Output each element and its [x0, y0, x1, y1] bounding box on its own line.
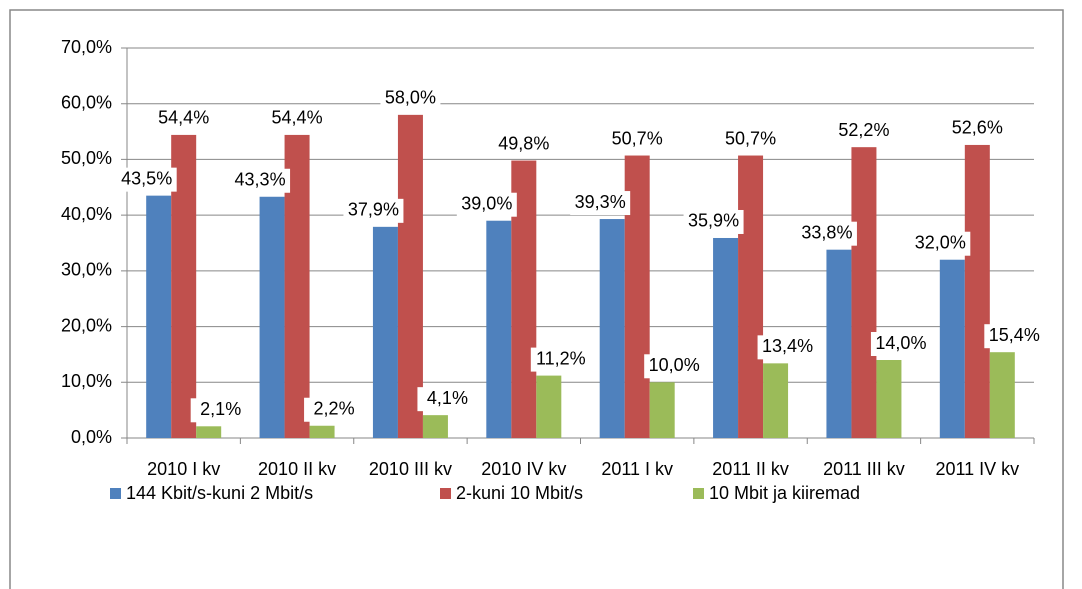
data-label-bg [530, 347, 591, 372]
data-label: 10,0% [649, 355, 700, 375]
y-tick-label: 70,0% [61, 37, 112, 57]
bar [372, 226, 398, 438]
data-label-bg [417, 387, 478, 412]
data-label-bg [267, 106, 328, 131]
data-label-bg [644, 354, 705, 379]
data-label-bg [607, 127, 668, 152]
data-label: 35,9% [688, 211, 739, 231]
bar [738, 155, 764, 438]
legend-label: 2-kuni 10 Mbit/s [456, 483, 583, 503]
y-tick-label: 30,0% [61, 260, 112, 280]
data-label: 39,3% [575, 192, 626, 212]
y-tick-label: 60,0% [61, 92, 112, 112]
data-label-bg [190, 398, 251, 423]
legend-label: 144 Kbit/s-kuni 2 Mbit/s [126, 483, 313, 503]
data-label-bg [304, 397, 365, 422]
data-label-bg [870, 332, 931, 356]
data-label-bg [380, 86, 441, 111]
data-label: 49,8% [498, 133, 549, 153]
data-label: 13,4% [762, 336, 813, 356]
bar [146, 195, 172, 438]
data-label: 50,7% [612, 128, 663, 148]
data-label: 33,8% [801, 222, 852, 242]
x-tick-label: 2010 III kv [369, 459, 452, 479]
data-label-bg [757, 335, 818, 360]
legend-swatch [110, 488, 121, 499]
data-label: 50,7% [725, 128, 776, 148]
legend-swatch [440, 488, 451, 499]
x-tick-label: 2011 II kv [712, 459, 789, 479]
data-label: 11,2% [536, 348, 586, 368]
data-label: 14,0% [875, 333, 926, 353]
y-tick-label: 0,0% [71, 427, 112, 447]
data-label: 52,2% [838, 120, 889, 140]
y-tick-label: 40,0% [61, 204, 112, 224]
x-tick-label: 2010 IV kv [481, 459, 566, 479]
data-label: 54,4% [272, 108, 323, 128]
bar [826, 249, 852, 438]
bar [259, 196, 285, 438]
data-label-bg [493, 132, 554, 157]
data-label-bg [456, 192, 517, 217]
bar [599, 219, 625, 438]
chart-border [9, 9, 1064, 589]
legend-swatch [693, 488, 704, 499]
data-label: 52,6% [952, 118, 1003, 138]
data-label: 43,5% [121, 168, 172, 188]
y-tick-label: 50,0% [61, 148, 112, 168]
data-label: 4,1% [427, 388, 468, 408]
data-label: 39,0% [461, 193, 512, 213]
x-tick-label: 2010 II kv [258, 459, 336, 479]
y-tick-label: 20,0% [61, 315, 112, 335]
data-label-bg [720, 127, 781, 152]
bar [196, 426, 222, 438]
x-tick-label: 2010 I kv [147, 459, 220, 479]
bar [422, 415, 448, 438]
data-label-bg [984, 324, 1045, 349]
data-label-bg [116, 167, 177, 192]
data-label: 2,2% [314, 398, 355, 418]
data-label-bg [683, 209, 744, 234]
bar [309, 425, 335, 438]
bar [964, 144, 990, 438]
data-label: 43,3% [235, 170, 286, 190]
data-label-bg [910, 231, 971, 256]
data-label: 2,1% [200, 399, 241, 419]
data-label-bg [343, 198, 404, 223]
bar [713, 237, 739, 438]
data-label-bg [570, 191, 631, 216]
bar [763, 363, 789, 438]
bar [939, 259, 965, 438]
legend-label: 10 Mbit ja kiiremad [709, 483, 860, 503]
data-label-bg [153, 106, 214, 131]
data-label: 15,4% [989, 325, 1040, 345]
x-tick-label: 2011 I kv [601, 459, 673, 479]
y-tick-label: 10,0% [61, 371, 112, 391]
data-label-bg [796, 221, 857, 246]
bar [486, 220, 512, 438]
x-tick-label: 2011 IV kv [935, 459, 1019, 479]
x-tick-label: 2011 III kv [823, 459, 905, 479]
bar [536, 375, 562, 438]
data-label: 54,4% [158, 108, 209, 128]
data-label-bg [230, 168, 291, 193]
bar [851, 147, 877, 438]
bar [989, 352, 1015, 438]
bar [649, 382, 675, 438]
data-label-bg [947, 116, 1008, 141]
bar [876, 360, 902, 438]
bar [397, 114, 423, 438]
data-label: 32,0% [915, 232, 966, 252]
data-label: 58,0% [385, 88, 436, 108]
data-label-bg [833, 119, 894, 144]
data-label: 37,9% [348, 200, 399, 220]
